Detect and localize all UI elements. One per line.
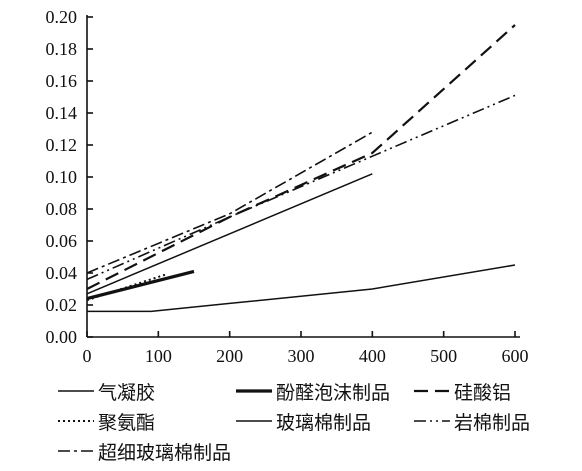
x-axis-ticks: 0 100 200 300 400 500 600 — [83, 331, 529, 366]
series-line — [86, 131, 373, 274]
y-tick-label: 0.04 — [46, 263, 78, 283]
series-line — [87, 264, 516, 313]
legend-label: 酚醛泡沫制品 — [276, 381, 391, 404]
y-tick-label: 0.06 — [46, 231, 78, 251]
x-tick-label: 400 — [359, 346, 386, 366]
y-tick-label: 0.12 — [46, 135, 78, 155]
legend-label: 聚氨酯 — [98, 411, 156, 434]
legend-item: 硅酸铝 — [414, 377, 574, 405]
y-tick-label: 0.20 — [46, 7, 78, 27]
y-tick-label: 0.00 — [46, 327, 78, 347]
legend-label: 硅酸铝 — [454, 381, 512, 404]
legend-swatch — [236, 420, 272, 422]
series-line — [86, 173, 373, 295]
y-tick-label: 0.18 — [46, 39, 78, 59]
legend-item: 超细玻璃棉制品 — [58, 437, 236, 465]
y-tick-label: 0.08 — [46, 199, 78, 219]
legend-swatch — [414, 389, 450, 393]
legend-item: 聚氨酯 — [58, 407, 236, 435]
legend-swatch — [58, 420, 94, 422]
legend-item: 玻璃棉制品 — [236, 407, 414, 435]
legend-label: 岩棉制品 — [454, 411, 531, 434]
series-line — [86, 24, 516, 290]
x-tick-label: 300 — [288, 346, 315, 366]
legend-swatch — [58, 450, 94, 452]
x-tick-label: 200 — [216, 346, 243, 366]
legend-label: 超细玻璃棉制品 — [98, 441, 232, 464]
legend-swatch — [58, 390, 94, 392]
legend-item: 酚醛泡沫制品 — [236, 377, 414, 405]
legend-label: 玻璃棉制品 — [276, 411, 372, 434]
legend-item: 气凝胶 — [58, 377, 236, 405]
line-chart: 0.00 0.02 0.04 0.06 0.08 0.10 0.12 0.14 0.16 0.18… — [46, 7, 529, 366]
x-tick-label: 600 — [502, 346, 529, 366]
legend-swatch — [236, 389, 272, 393]
x-tick-label: 500 — [430, 346, 457, 366]
x-tick-label: 0 — [83, 346, 92, 366]
legend: 气凝胶 酚醛泡沫制品 硅酸铝聚氨酯 玻璃棉制品 岩棉制品超细玻璃棉制品 — [58, 377, 578, 465]
series-layer — [86, 24, 516, 313]
legend-item: 岩棉制品 — [414, 407, 574, 435]
y-tick-label: 0.10 — [46, 167, 78, 187]
series-line — [86, 273, 166, 302]
legend-label: 气凝胶 — [98, 381, 156, 404]
y-axis-ticks: 0.00 0.02 0.04 0.06 0.08 0.10 0.12 0.14 0.16 0.18… — [46, 7, 93, 347]
series-line — [86, 269, 195, 301]
x-tick-label: 100 — [145, 346, 172, 366]
y-tick-label: 0.02 — [46, 295, 78, 315]
y-tick-label: 0.16 — [46, 71, 78, 91]
legend-swatch — [414, 420, 450, 422]
y-tick-label: 0.14 — [46, 103, 78, 123]
series-line — [86, 94, 516, 281]
